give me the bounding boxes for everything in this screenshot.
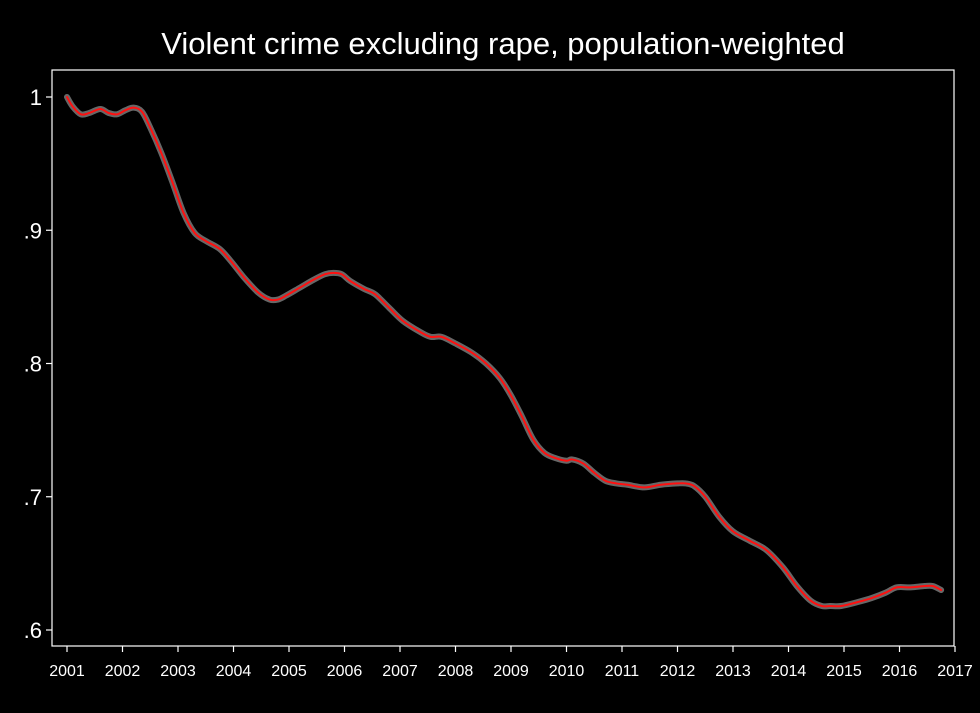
x-tick-label: 2011 — [605, 663, 640, 680]
y-tick-label: .7 — [24, 485, 42, 510]
x-tick-label: 2001 — [49, 663, 85, 680]
x-tick-label: 2009 — [493, 663, 529, 680]
x-tick-label: 2017 — [937, 663, 973, 680]
x-tick-label: 2014 — [771, 663, 807, 680]
x-tick-label: 2005 — [271, 663, 307, 680]
series-line-0 — [66, 96, 943, 608]
y-tick-label: .8 — [24, 352, 42, 377]
plot-frame — [51, 69, 955, 647]
x-tick-label: 2012 — [660, 663, 696, 680]
x-tick-label: 2008 — [438, 663, 474, 680]
axes-layer: 1 .9 .8 .7 .6 2001 2002 2003 2004 2005 2006 2007 200… — [24, 69, 973, 680]
x-tick-label: 2016 — [882, 663, 918, 680]
x-tick-label: 2004 — [216, 663, 252, 680]
x-tick-label: 2010 — [549, 663, 585, 680]
y-tick-label: 1 — [30, 85, 42, 110]
series-layer — [64, 94, 945, 610]
x-tick-label: 2002 — [105, 663, 141, 680]
y-tick-label: .9 — [24, 218, 42, 243]
x-tick-label: 2015 — [826, 663, 862, 680]
x-tick-label: 2013 — [715, 663, 751, 680]
series-halo-0 — [64, 94, 945, 610]
x-tick-label: 2003 — [160, 663, 196, 680]
y-tick-label: .6 — [24, 618, 42, 643]
x-tick-label: 2006 — [327, 663, 363, 680]
chart-title: Violent crime excluding rape, population… — [161, 26, 845, 61]
x-tick-label: 2007 — [382, 663, 418, 680]
